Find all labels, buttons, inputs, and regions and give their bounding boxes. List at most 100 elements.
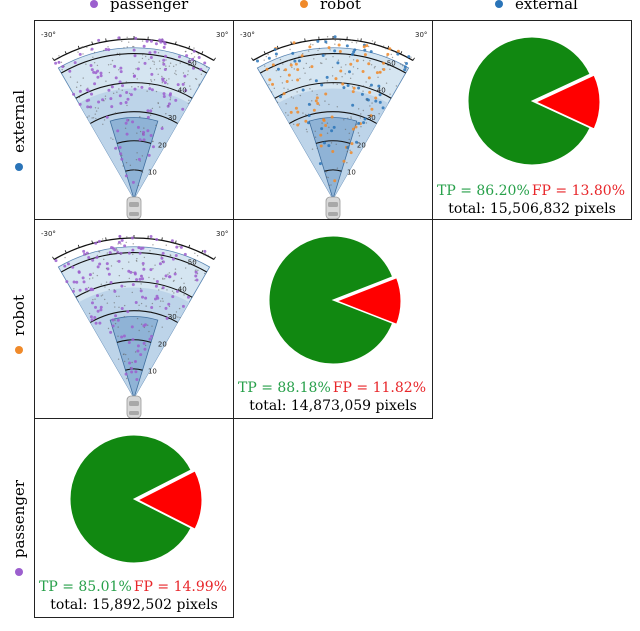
scatter-point	[164, 274, 168, 278]
scatter-point	[367, 62, 371, 66]
scatter-point	[344, 128, 347, 131]
scatter-point	[168, 275, 172, 279]
scatter-point	[115, 248, 118, 250]
scatter-point	[153, 50, 157, 54]
scatter-point	[148, 51, 152, 55]
scatter-point	[88, 278, 91, 280]
scatter-point	[110, 85, 114, 89]
cell-passenger-passenger: TP = 85.01% FP = 14.99% total: 15,892,50…	[34, 418, 234, 618]
scatter-point	[304, 72, 306, 74]
scatter-point	[285, 112, 287, 114]
external-legend-dot	[15, 162, 23, 171]
scatter-point	[159, 40, 163, 44]
scatter-point	[114, 322, 117, 325]
scatter-point	[156, 296, 160, 300]
scatter-point	[125, 241, 127, 244]
scatter-point	[116, 52, 119, 55]
scatter-point	[314, 130, 316, 133]
scatter-point	[327, 144, 331, 148]
scatter-point	[121, 84, 125, 88]
scatter-point	[174, 254, 178, 258]
scatter-point	[151, 107, 154, 110]
scatter-point	[110, 105, 114, 109]
scatter-point	[146, 109, 150, 113]
scatter-point	[109, 330, 113, 334]
scatter-point	[289, 48, 291, 51]
scatter-point	[120, 238, 124, 242]
scatter-point	[136, 67, 140, 71]
passenger-legend-dot	[15, 568, 23, 577]
scatter-point	[142, 44, 146, 48]
scatter-point	[118, 88, 120, 90]
scatter-point	[118, 80, 122, 84]
scatter-point	[168, 78, 170, 80]
scatter-point	[131, 361, 133, 364]
scatter-point	[162, 61, 164, 64]
scatter-point	[116, 91, 118, 93]
scatter-point	[176, 83, 180, 87]
scatter-point	[195, 278, 199, 282]
scatter-point	[114, 76, 118, 80]
scatter-point	[354, 125, 358, 129]
column-header-label: external	[515, 0, 578, 13]
cell-external-passenger: 10 20 30 40 50 -30° 30°	[34, 20, 234, 220]
scatter-point	[141, 54, 144, 56]
scatter-point	[130, 236, 134, 240]
range-arc	[125, 368, 143, 371]
scatter-point	[130, 325, 134, 329]
scatter-point	[110, 137, 112, 139]
scatter-point	[385, 48, 387, 50]
scatter-point	[283, 69, 285, 72]
column-header-label: passenger	[110, 0, 189, 13]
scatter-point	[276, 101, 279, 104]
range-tick-label: 50	[387, 59, 396, 67]
scatter-point	[305, 62, 308, 65]
scatter-point	[148, 276, 150, 279]
scatter-point	[116, 129, 120, 133]
scatter-point	[99, 308, 103, 312]
scatter-point	[162, 45, 166, 49]
scatter-point	[203, 272, 206, 275]
pie-slice-tp	[268, 235, 394, 365]
scatter-point	[314, 99, 318, 103]
scatter-point	[160, 127, 164, 131]
scatter-point	[302, 52, 304, 55]
scatter-point	[78, 89, 82, 93]
scatter-point	[134, 370, 138, 374]
scatter-point	[128, 361, 132, 365]
scatter-point	[290, 96, 293, 98]
scatter-point	[349, 151, 353, 155]
scatter-point	[132, 45, 134, 48]
scatter-point	[371, 102, 373, 104]
angle-tick	[387, 45, 390, 49]
scatter-point	[308, 66, 311, 69]
scatter-point	[131, 248, 135, 252]
angle-tick	[360, 38, 362, 42]
scatter-point	[93, 62, 96, 64]
scatter-point	[120, 284, 124, 288]
scatter-point	[161, 297, 164, 300]
scatter-point	[121, 154, 123, 157]
scatter-point	[126, 36, 128, 39]
scatter-point	[148, 87, 152, 91]
scatter-point	[293, 59, 297, 63]
scatter-point	[149, 55, 153, 59]
scatter-point	[200, 73, 203, 76]
scatter-point	[172, 65, 175, 68]
scatter-point	[90, 301, 94, 305]
scatter-point	[98, 321, 102, 325]
scatter-point	[188, 46, 190, 48]
scatter-point	[352, 112, 354, 115]
scatter-point	[104, 47, 108, 51]
scatter-point	[107, 88, 111, 92]
scatter-point	[152, 60, 154, 62]
scatter-point	[100, 283, 102, 286]
scatter-point	[175, 70, 177, 72]
scatter-point	[141, 171, 144, 174]
scatter-point	[64, 256, 66, 259]
scatter-point	[167, 273, 169, 275]
scatter-point	[140, 302, 143, 305]
scatter-point	[81, 276, 85, 280]
scatter-point	[168, 65, 171, 67]
scatter-point	[153, 61, 155, 63]
